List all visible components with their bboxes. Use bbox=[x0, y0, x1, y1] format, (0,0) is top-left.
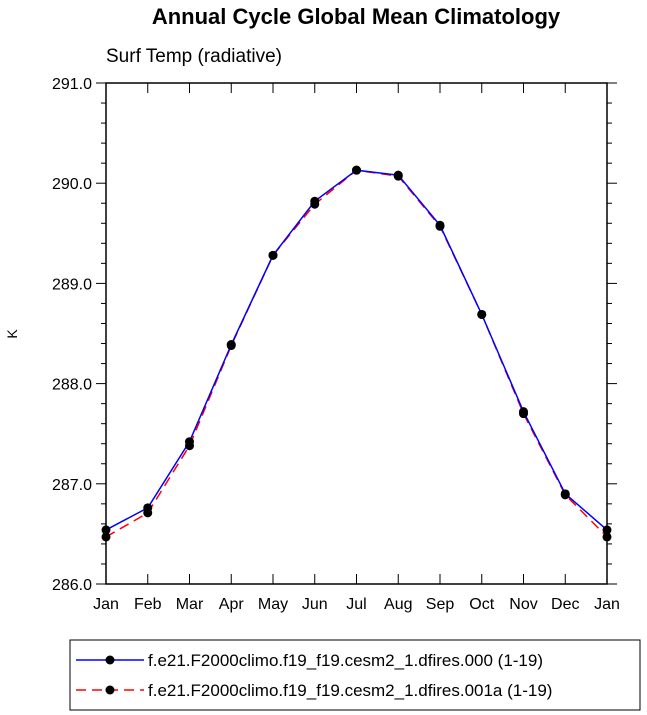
y-axis-label: K bbox=[4, 329, 20, 339]
legend-marker-0 bbox=[105, 655, 115, 665]
plot-area: Jan Feb Mar Apr May Jun Jul Aug Sep Oct Nov Dec Jan2… bbox=[52, 76, 620, 613]
data-point-0 bbox=[435, 220, 445, 230]
legend-label-1: f.e21.F2000climo.f19_f19.cesm2_1.dfires.… bbox=[148, 681, 552, 700]
x-tick-label: Apr bbox=[219, 596, 245, 613]
data-point-0 bbox=[268, 250, 278, 260]
x-tick-label: Oct bbox=[469, 596, 494, 613]
legend-label-0: f.e21.F2000climo.f19_f19.cesm2_1.dfires.… bbox=[148, 651, 543, 670]
data-point-0 bbox=[393, 170, 403, 180]
data-point-0 bbox=[310, 196, 320, 206]
data-point-0 bbox=[602, 525, 612, 535]
series-line-0 bbox=[105, 169, 608, 531]
data-point-0 bbox=[477, 309, 487, 319]
legend-box bbox=[69, 639, 641, 711]
data-point-0 bbox=[352, 165, 361, 175]
x-tick-label: Mar bbox=[176, 596, 204, 613]
y-tick-label: 289.0 bbox=[52, 276, 92, 293]
plot-frame bbox=[105, 82, 608, 585]
data-point-0 bbox=[143, 503, 153, 513]
x-tick-label: Jan bbox=[93, 596, 119, 613]
data-point-0 bbox=[519, 407, 528, 417]
data-point-0 bbox=[560, 489, 570, 499]
x-tick-label: Jan bbox=[594, 596, 620, 613]
data-point-1 bbox=[101, 532, 111, 542]
series-line-1 bbox=[105, 169, 608, 538]
x-tick-label: May bbox=[258, 596, 288, 613]
data-point-1 bbox=[602, 532, 612, 542]
legend: f.e21.F2000climo.f19_f19.cesm2_1.dfires.… bbox=[76, 651, 552, 700]
y-tick-label: 287.0 bbox=[52, 477, 92, 494]
data-point-0 bbox=[101, 525, 111, 535]
x-tick-label: Jun bbox=[302, 596, 328, 613]
y-tick-label: 290.0 bbox=[52, 176, 92, 193]
chart-title: Annual Cycle Global Mean Climatology bbox=[152, 4, 561, 29]
y-tick-label: 286.0 bbox=[52, 577, 92, 594]
chart-subtitle: Surf Temp (radiative) bbox=[106, 46, 282, 67]
x-tick-label: Nov bbox=[509, 596, 537, 613]
y-tick-label: 291.0 bbox=[52, 76, 92, 93]
data-point-0 bbox=[226, 340, 236, 350]
y-tick-label: 288.0 bbox=[52, 377, 92, 394]
x-tick-label: Dec bbox=[551, 596, 579, 613]
x-tick-label: Sep bbox=[426, 596, 455, 613]
data-point-0 bbox=[185, 437, 194, 447]
x-tick-label: Aug bbox=[384, 596, 412, 613]
x-tick-label: Feb bbox=[134, 596, 162, 613]
x-tick-label: Jul bbox=[346, 596, 366, 613]
legend-marker-1 bbox=[105, 685, 115, 695]
